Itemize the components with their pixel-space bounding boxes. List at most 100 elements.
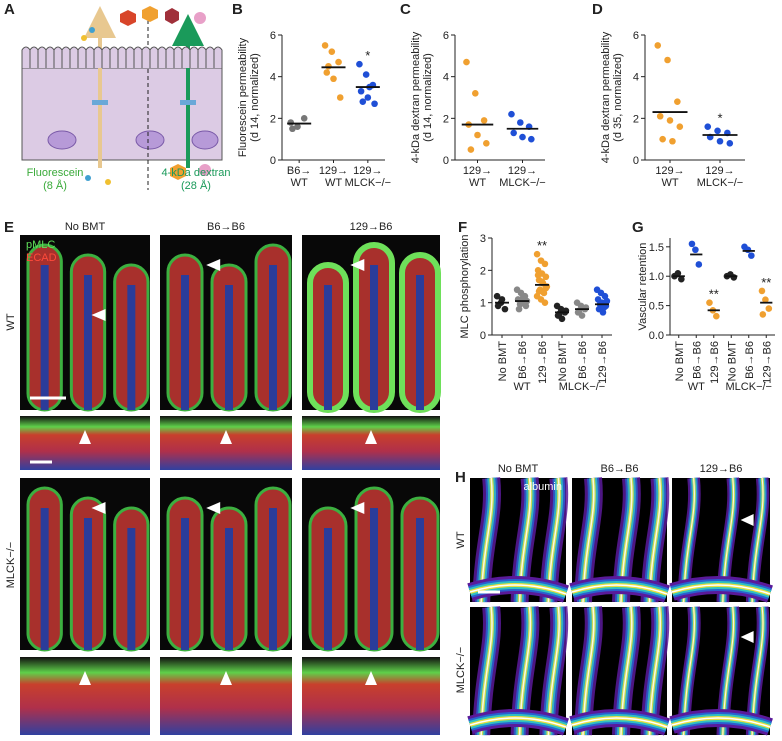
heatmap-trace (671, 584, 771, 595)
y-axis-label: Fluorescein permeability (237, 37, 249, 157)
data-point (678, 275, 685, 283)
data-point (498, 296, 506, 303)
data-point (533, 250, 541, 258)
group-label: MLCK−/− (726, 381, 772, 393)
arrowhead (220, 430, 232, 444)
group-label: WT (513, 381, 530, 393)
panel-label: H (455, 469, 466, 486)
y-tick-label: 0 (270, 155, 276, 167)
data-point (765, 305, 773, 312)
diagram: Fluorescein (8 Å) 4-kDa dextran (28 Å) (21, 6, 231, 192)
heatmap-trace (469, 584, 567, 595)
x-tick-label: WT (291, 177, 308, 189)
x-tick-label: 129→B6 (709, 341, 721, 384)
micrograph (302, 478, 440, 652)
micrograph (20, 657, 150, 735)
y-axis-label: (d 14, normalized) (422, 53, 434, 142)
villus-core (181, 518, 189, 650)
data-point (325, 62, 332, 70)
arrowhead (79, 671, 91, 685)
micrograph (569, 606, 671, 736)
villus-core (40, 265, 49, 410)
y-axis-label: MLC phosphorylation (459, 235, 471, 339)
panel-label: G (632, 219, 644, 236)
data-point (323, 69, 331, 76)
data-point (483, 140, 490, 147)
data-point (287, 119, 295, 126)
x-tick-label: WT (661, 177, 678, 189)
data-point (706, 299, 713, 306)
probe (81, 35, 87, 41)
data-point (538, 278, 546, 285)
image-band (160, 657, 292, 735)
data-point (664, 56, 671, 64)
data-point (748, 252, 755, 259)
significance: ** (537, 238, 547, 253)
arrowhead (91, 309, 106, 321)
nucleus (135, 130, 165, 150)
data-point (493, 292, 501, 300)
x-tick-label: No BMT (674, 341, 686, 382)
significance: ** (761, 275, 771, 290)
data-point (695, 261, 703, 268)
y-tick-label: 4 (633, 72, 639, 84)
data-point (528, 135, 535, 143)
micrograph (669, 477, 773, 603)
y-tick-label: 0 (443, 155, 449, 167)
probe (194, 12, 206, 24)
data-point (480, 117, 488, 124)
arrowhead (365, 671, 377, 685)
x-tick-label: B6→B6 (517, 341, 529, 379)
data-point (471, 90, 479, 97)
heatmap-trace (571, 717, 668, 728)
probe-label: (8 Å) (43, 179, 67, 192)
y-axis-label: 4-kDa dextran permeability (600, 31, 612, 163)
villus-core (225, 528, 233, 650)
x-tick-label: 129→B6 (537, 341, 549, 384)
x-tick-label: B6→B6 (577, 341, 589, 379)
microvilli (21, 46, 223, 68)
villus-core (127, 528, 136, 650)
villus-core (225, 285, 233, 410)
data-point (542, 284, 550, 292)
villus-core (127, 285, 136, 410)
probe-label: Fluorescein (27, 167, 84, 179)
y-tick-label: 0 (480, 330, 486, 342)
data-point (726, 140, 734, 147)
micrograph (669, 606, 773, 736)
data-point (674, 269, 682, 277)
data-point (744, 246, 752, 254)
significance: * (365, 48, 370, 63)
data-point (516, 119, 524, 126)
probe (142, 6, 158, 22)
data-point (558, 315, 566, 323)
villus-core (84, 518, 92, 650)
data-point (364, 94, 372, 101)
y-tick-label: 3 (480, 233, 486, 245)
data-point (321, 42, 329, 49)
y-tick-label: 6 (443, 30, 449, 42)
row-label: MLCK−/− (455, 647, 467, 693)
significance: ** (709, 287, 719, 302)
micrograph (569, 477, 671, 603)
arrowhead (350, 259, 365, 271)
x-tick-label: 129→B6 (597, 341, 609, 384)
y-tick-label: 1.5 (649, 242, 664, 254)
data-point (336, 94, 344, 101)
data-point (328, 48, 336, 55)
y-axis-label: Vascular retention (637, 243, 649, 331)
group-label: WT (688, 381, 705, 393)
data-point (674, 98, 681, 105)
probe (165, 8, 179, 24)
arrowhead (91, 502, 106, 514)
y-axis-label: (d 14, normalized) (249, 53, 261, 142)
data-point (758, 287, 766, 295)
probe (120, 10, 136, 26)
y-tick-label: 0.5 (649, 301, 664, 313)
x-tick-label: 129→ (655, 165, 684, 177)
villus-core (181, 275, 189, 410)
data-point (534, 271, 542, 279)
data-point (359, 98, 367, 105)
